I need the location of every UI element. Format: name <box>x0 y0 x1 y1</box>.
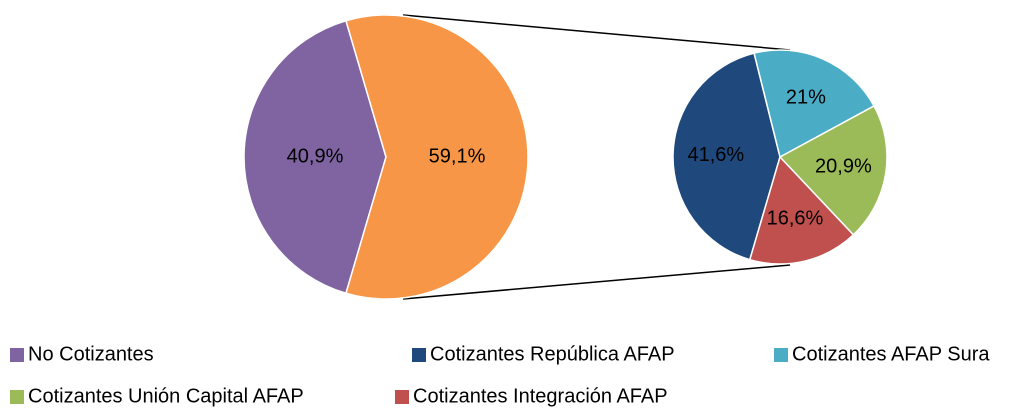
legend-swatch <box>10 348 24 362</box>
legend-label: Cotizantes Unión Capital AFAP <box>28 385 304 407</box>
pie-slice <box>778 104 888 236</box>
legend-label: Cotizantes AFAP Sura <box>792 343 990 365</box>
legend-label: Cotizantes República AFAP <box>430 343 675 365</box>
data-label: 21% <box>786 87 826 109</box>
data-label: 41,6% <box>687 144 744 166</box>
legend-label: Cotizantes Integración AFAP <box>413 385 668 407</box>
legend-swatch <box>10 390 24 404</box>
data-label: 40,9% <box>287 145 344 167</box>
connector-line <box>402 14 791 51</box>
data-label: 20,9% <box>815 155 872 177</box>
data-label: 16,6% <box>767 208 824 230</box>
pie-slice <box>345 14 529 300</box>
data-label: 59,1% <box>429 145 486 167</box>
pie-slice <box>672 52 781 261</box>
legend-label: No Cotizantes <box>28 343 154 365</box>
legend-swatch <box>412 348 426 362</box>
legend-swatch <box>774 348 788 362</box>
pie-slice <box>748 155 855 265</box>
pie-slice <box>243 19 387 295</box>
connector-line <box>402 264 791 300</box>
pie-slice <box>753 49 876 159</box>
legend-swatch <box>395 390 409 404</box>
